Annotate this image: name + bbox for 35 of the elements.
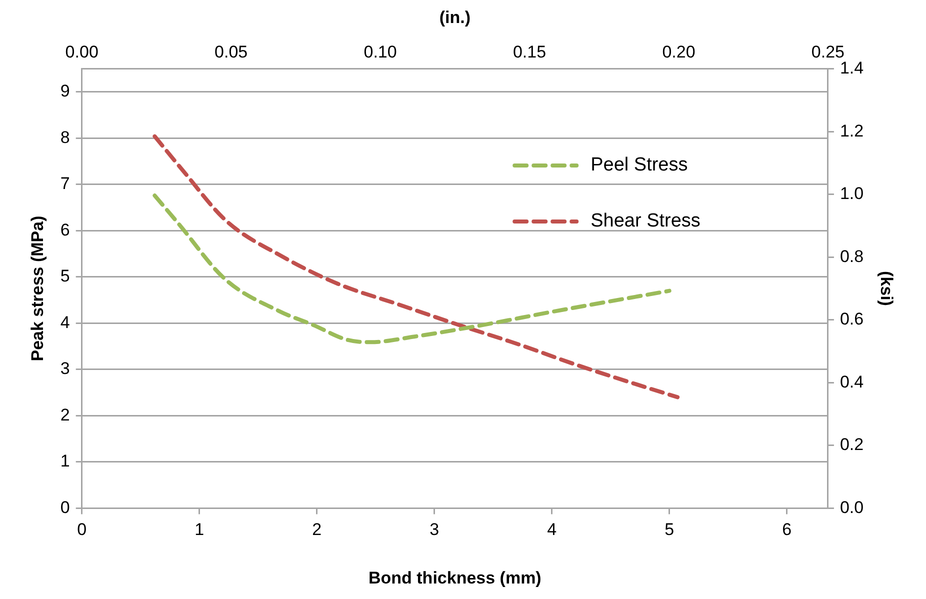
y-tick-label: 2 <box>60 405 70 424</box>
x2-tick-label: 0.10 <box>364 42 397 62</box>
y2-tick-label: 0.2 <box>840 435 864 454</box>
x-tick-label: 5 <box>664 520 674 540</box>
y2-tick-label: 0.4 <box>840 372 864 392</box>
y-tick-label: 0 <box>60 498 70 517</box>
legend-label: Shear Stress <box>590 210 700 232</box>
x2-tick-label: 0.20 <box>662 42 696 62</box>
y2-tick-label: 1.0 <box>840 184 864 204</box>
x2-tick-label: 0.05 <box>214 42 248 62</box>
y2-axis-title: (ksi) <box>877 271 896 306</box>
x-tick-label: 3 <box>430 520 440 540</box>
y-tick-label: 4 <box>60 312 70 332</box>
y2-tick-label: 1.2 <box>840 121 864 140</box>
y2-tick-label: 0.6 <box>840 310 864 329</box>
y-tick-label: 6 <box>60 220 70 240</box>
y-axis-title: Peak stress (MPa) <box>28 216 47 362</box>
x2-axis-title: (in.) <box>439 8 470 27</box>
y2-tick-label: 0.8 <box>840 246 864 266</box>
y2-tick-label: 0.0 <box>840 498 864 517</box>
y-tick-label: 7 <box>60 174 70 194</box>
x2-tick-label: 0.15 <box>512 42 546 62</box>
y-tick-label: 8 <box>60 128 70 147</box>
x-tick-label: 6 <box>782 520 792 540</box>
x-tick-label: 4 <box>547 520 557 540</box>
y-tick-label: 5 <box>60 266 70 286</box>
y-tick-label: 1 <box>60 452 70 471</box>
legend-label: Peel Stress <box>590 154 688 176</box>
x-tick-label: 0 <box>77 520 87 540</box>
x-axis-title: Bond thickness (mm) <box>368 568 542 588</box>
y-tick-label: 9 <box>60 82 70 101</box>
x-tick-label: 2 <box>312 520 322 540</box>
x-tick-label: 1 <box>194 520 204 540</box>
y-tick-label: 3 <box>60 359 70 378</box>
x2-tick-label: 0.00 <box>65 42 98 62</box>
